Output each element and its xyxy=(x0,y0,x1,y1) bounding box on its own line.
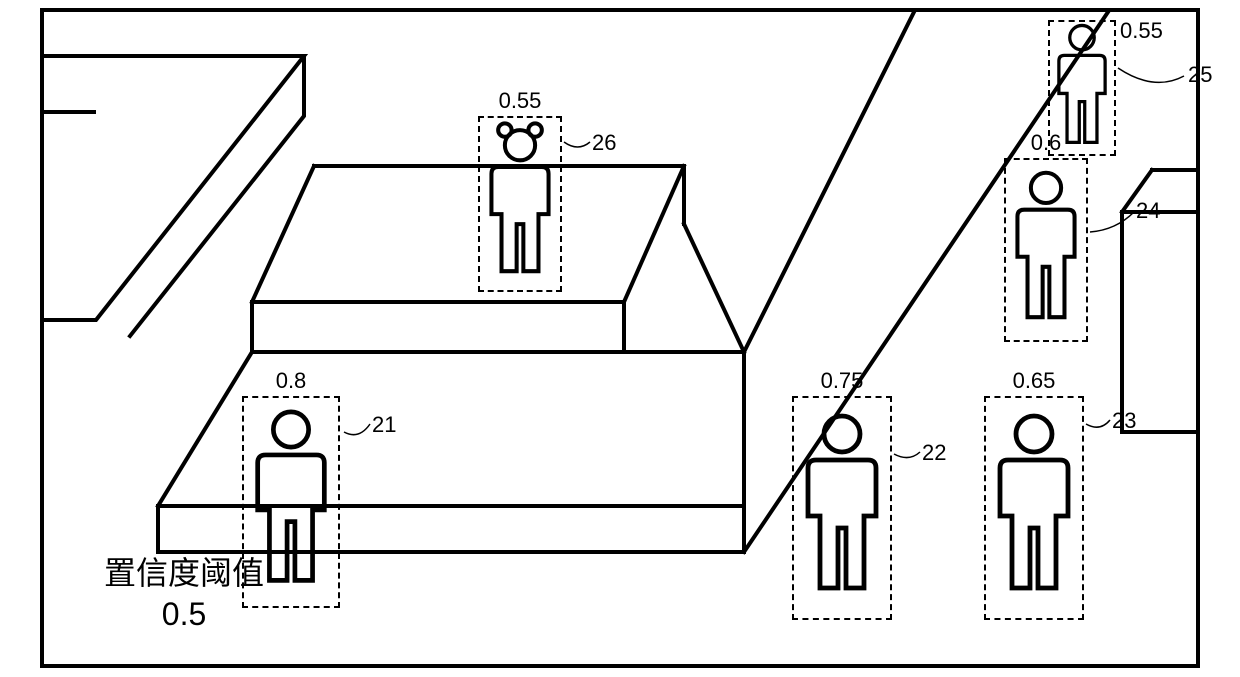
confidence-25: 0.55 xyxy=(1120,18,1180,44)
confidence-21: 0.8 xyxy=(242,368,340,394)
detection-25: 0.55 xyxy=(1048,20,1116,156)
confidence-23: 0.65 xyxy=(984,368,1084,394)
detection-label-22: 22 xyxy=(922,440,946,466)
detection-label-24: 24 xyxy=(1136,198,1160,224)
confidence-threshold-label: 置信度阈值 0.5 xyxy=(104,553,264,636)
threshold-text: 置信度阈值 xyxy=(104,555,264,591)
scene-frame: 0.8 0.75 0.65 0.6 xyxy=(40,8,1200,668)
person-ears-icon xyxy=(478,116,562,292)
detection-22: 0.75 xyxy=(792,396,892,620)
person-icon xyxy=(792,396,892,620)
detection-label-23: 23 xyxy=(1112,408,1136,434)
detection-label-25: 25 xyxy=(1188,62,1212,88)
person-icon xyxy=(1004,158,1088,342)
person-icon xyxy=(1048,20,1116,156)
detection-23: 0.65 xyxy=(984,396,1084,620)
detection-label-26: 26 xyxy=(592,130,616,156)
detection-26: 0.55 xyxy=(478,116,562,292)
confidence-26: 0.55 xyxy=(478,88,562,114)
confidence-22: 0.75 xyxy=(792,368,892,394)
detection-label-21: 21 xyxy=(372,412,396,438)
threshold-value: 0.5 xyxy=(104,594,264,636)
detection-24: 0.6 xyxy=(1004,158,1088,342)
person-icon xyxy=(984,396,1084,620)
